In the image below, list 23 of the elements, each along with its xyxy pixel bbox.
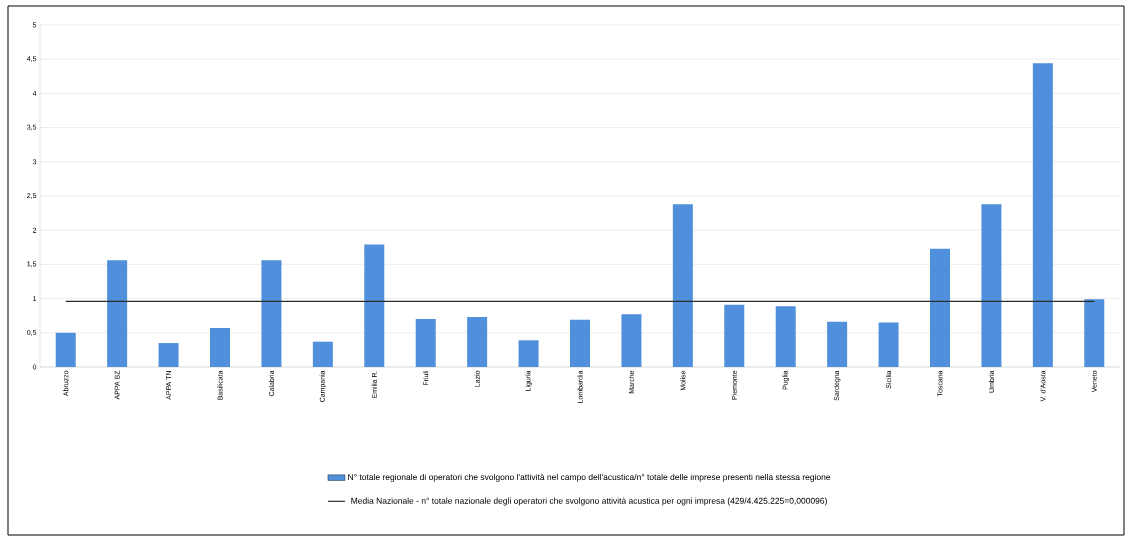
bar: [724, 304, 745, 367]
legend-label: Media Nazionale - n° totale nazionale degli operatori che svolgono attività acustica per ogni impresa (429/4.425.225=0,000096): [351, 497, 827, 506]
bar: [930, 248, 950, 367]
bar: [107, 260, 128, 367]
bar: [621, 314, 642, 367]
bar: [827, 321, 848, 367]
bar: [55, 332, 76, 367]
bar: [158, 343, 179, 367]
legend-label: N° totale regionale di operatori che svolgono l'attività nel campo dell'acustica/n° totale delle imprese presenti nella stessa regione: [348, 473, 831, 482]
bar: [518, 340, 539, 367]
bar: [364, 244, 385, 367]
bar: [878, 322, 899, 367]
bar: [1032, 63, 1053, 367]
bar: [981, 204, 1002, 367]
bar: [210, 328, 230, 367]
bar: [775, 306, 796, 367]
bar: [261, 260, 282, 367]
bar: [415, 319, 436, 367]
bar: [570, 319, 590, 367]
bar: [1084, 299, 1105, 367]
bar: [672, 204, 693, 367]
bar: [312, 341, 333, 367]
bar: [467, 317, 488, 367]
